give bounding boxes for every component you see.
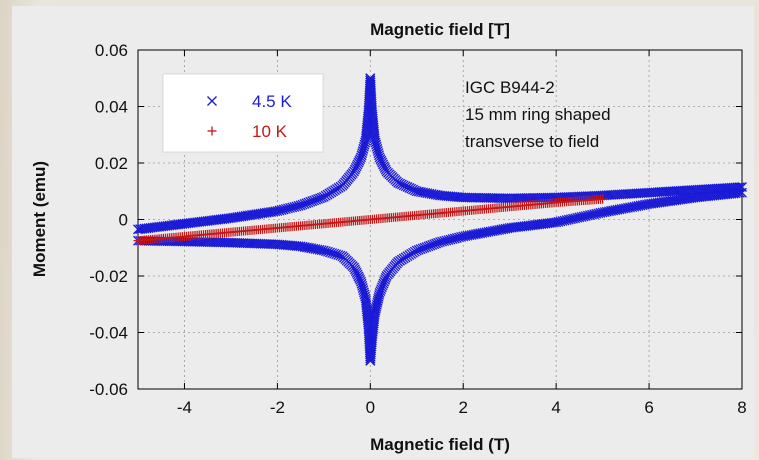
legend-marker-10k <box>207 126 217 136</box>
y-tick-label: -0.02 <box>89 267 128 286</box>
legend-label-4-5k: 4.5 K <box>252 92 292 111</box>
data-point <box>373 291 384 302</box>
legend: 4.5 K 10 K <box>162 73 324 153</box>
x-axis-label: Magnetic field (T) <box>370 435 510 454</box>
chart-title: Magnetic field [T] <box>370 20 510 39</box>
data-point <box>372 297 383 308</box>
axis-ticks: -4 -2 0 2 4 6 8 0.06 0.04 0.02 0 -0.02 -0.04 -0.06 <box>89 41 746 417</box>
x-tick-label: 0 <box>366 398 375 417</box>
data-point <box>599 207 610 218</box>
data-point <box>270 206 281 217</box>
data-point <box>374 289 385 300</box>
y-tick-label: -0.04 <box>89 324 128 343</box>
data-point <box>371 301 382 312</box>
annotation-line-2: 15 mm ring shaped <box>465 105 611 124</box>
y-tick-label: -0.06 <box>89 380 128 399</box>
series-4-5k <box>133 73 747 366</box>
y-tick-label: 0.06 <box>95 41 128 60</box>
data-point <box>374 287 385 298</box>
data-point <box>373 293 384 304</box>
series-10k <box>133 194 608 246</box>
legend-marker-glyph <box>207 96 217 106</box>
x-tick-label: 6 <box>644 398 653 417</box>
y-tick-label: 0.02 <box>95 154 128 173</box>
x-tick-label: 2 <box>458 398 467 417</box>
x-tick-label: 4 <box>551 398 560 417</box>
data-point <box>462 230 473 241</box>
y-axis-label: Moment (emu) <box>30 161 49 277</box>
legend-marker-glyph <box>207 126 217 136</box>
annotation: IGC B944-2 15 mm ring shaped transverse … <box>465 78 611 151</box>
legend-label-10k: 10 K <box>252 122 288 141</box>
legend-marker-4-5k <box>207 96 217 106</box>
legend-box <box>162 73 324 153</box>
data-point <box>372 295 383 306</box>
data-points <box>133 73 747 366</box>
data-point <box>371 299 382 310</box>
y-tick-label: 0 <box>119 211 128 230</box>
annotation-line-3: transverse to field <box>465 132 599 151</box>
data-point <box>598 194 608 204</box>
data-point <box>370 303 381 314</box>
x-tick-label: -2 <box>270 398 285 417</box>
x-tick-label: 8 <box>737 398 746 417</box>
y-tick-label: 0.04 <box>95 98 128 117</box>
annotation-line-1: IGC B944-2 <box>465 78 555 97</box>
x-tick-label: -4 <box>177 398 192 417</box>
